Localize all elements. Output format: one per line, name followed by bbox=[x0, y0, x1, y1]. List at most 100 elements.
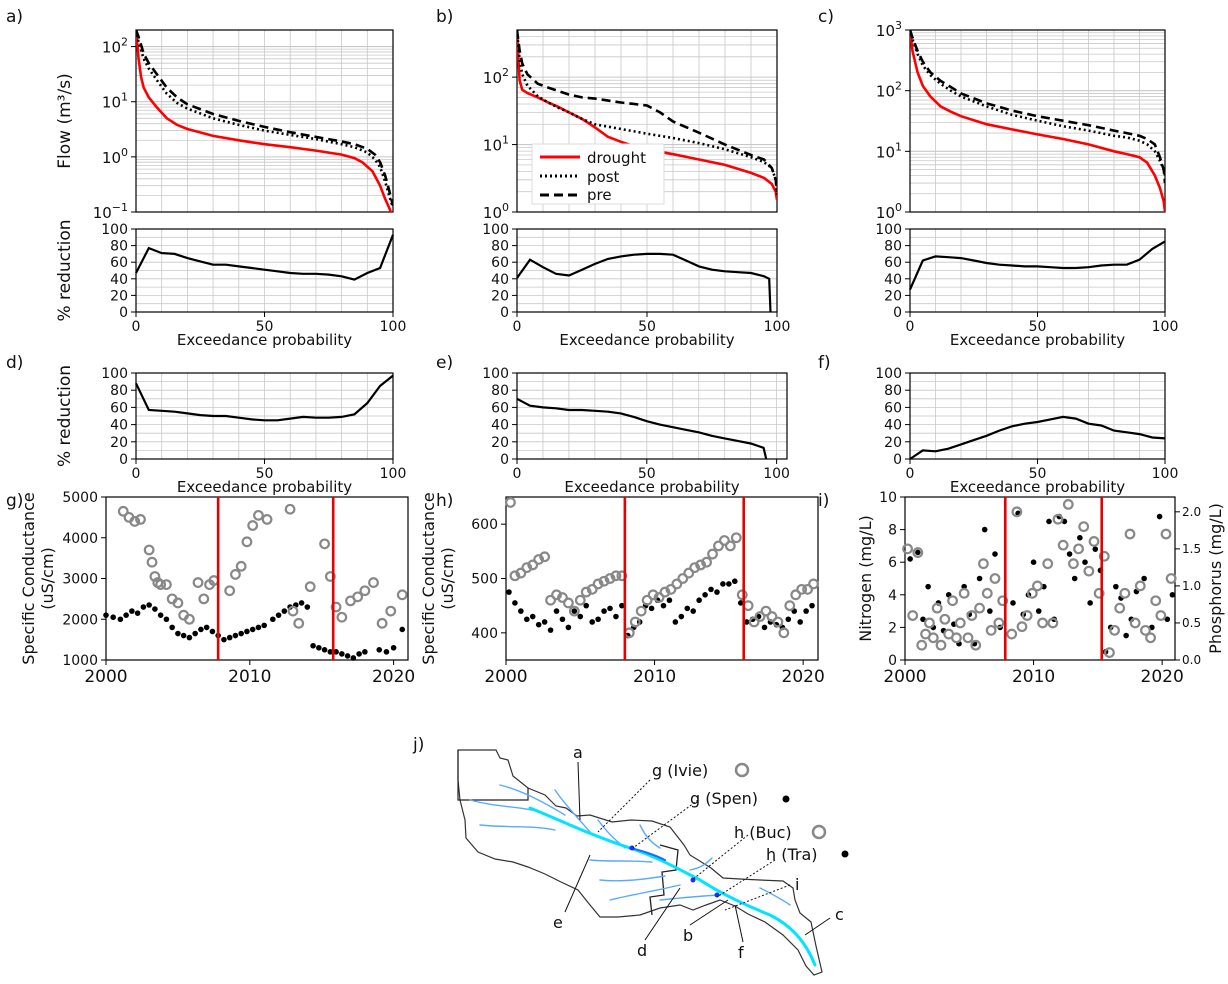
series-line bbox=[135, 234, 395, 281]
x-tick-label: 2000 bbox=[484, 667, 527, 687]
data-point bbox=[989, 573, 1001, 584]
data-point bbox=[1098, 550, 1110, 562]
data-point bbox=[319, 538, 330, 550]
y-tick-label: 80 bbox=[491, 239, 509, 255]
data-point bbox=[512, 600, 518, 606]
data-point bbox=[539, 551, 551, 563]
data-point bbox=[713, 540, 724, 552]
data-point bbox=[293, 617, 305, 629]
y-axis-label: Nitrogen (mg/L) bbox=[856, 515, 875, 641]
data-point bbox=[1046, 518, 1052, 525]
data-point bbox=[915, 549, 921, 556]
y-tick-label: 60 bbox=[110, 255, 128, 271]
data-point bbox=[772, 616, 784, 628]
panel-label-e: e) bbox=[436, 353, 453, 373]
data-point bbox=[931, 602, 943, 614]
data-point bbox=[1006, 628, 1018, 640]
y-tick-label: 100 bbox=[482, 366, 509, 382]
data-point bbox=[1052, 513, 1064, 525]
map-label-h-buc: h (Buc) bbox=[734, 823, 792, 842]
data-point bbox=[385, 605, 397, 617]
y-tick-label: 0 bbox=[888, 653, 897, 669]
data-point bbox=[720, 581, 726, 587]
data-point bbox=[287, 605, 299, 617]
series-line bbox=[516, 397, 768, 460]
series-line-pre bbox=[136, 30, 393, 207]
x-tick-label: 2020 bbox=[1141, 667, 1184, 687]
series-line bbox=[909, 415, 1166, 460]
data-point bbox=[939, 613, 951, 625]
map-label-a: a bbox=[573, 743, 583, 762]
x-tick-label: 50 bbox=[256, 319, 274, 335]
data-point bbox=[743, 619, 750, 625]
y-tick-label: 100 bbox=[483, 201, 509, 222]
data-point bbox=[613, 613, 619, 620]
y-tick-label: 20 bbox=[884, 288, 902, 304]
y-tick-label: 2 bbox=[888, 620, 897, 636]
data-point bbox=[702, 592, 708, 598]
panel-label-i: i) bbox=[818, 491, 829, 511]
panel-label-j: j) bbox=[412, 735, 424, 755]
y-tick-label: 100 bbox=[101, 366, 128, 382]
data-point bbox=[160, 579, 172, 591]
data-point bbox=[604, 573, 616, 584]
data-point bbox=[592, 578, 604, 590]
flow-duration-chart: 10−1 100 101 102 Flow (m³/s) bbox=[55, 29, 394, 222]
data-point bbox=[689, 562, 701, 574]
y-tick-label: 40 bbox=[491, 272, 509, 288]
x-tick-label: 2020 bbox=[372, 667, 415, 687]
y-tick-label: 100 bbox=[101, 222, 128, 238]
data-point bbox=[1140, 624, 1151, 636]
y-tick-label: 0 bbox=[500, 305, 509, 321]
data-point bbox=[966, 610, 978, 621]
x-tick-label: 100 bbox=[380, 319, 407, 335]
data-point bbox=[1156, 513, 1163, 520]
data-point bbox=[778, 627, 790, 639]
y-tick-label: 101 bbox=[876, 140, 902, 161]
data-point bbox=[203, 624, 210, 631]
data-point bbox=[563, 597, 574, 609]
y-tick-label: 8 bbox=[888, 523, 897, 539]
data-point bbox=[1026, 587, 1038, 599]
data-point bbox=[1093, 587, 1105, 599]
data-point bbox=[172, 597, 184, 609]
y-tick-label: 100 bbox=[875, 222, 902, 238]
data-point bbox=[924, 617, 935, 629]
data-point bbox=[1021, 610, 1033, 621]
y-tick-label: 20 bbox=[884, 435, 902, 451]
data-point bbox=[802, 583, 813, 595]
data-point bbox=[961, 583, 967, 590]
y-axis-unit: (uS/cm) bbox=[438, 547, 457, 610]
data-point bbox=[707, 548, 718, 560]
data-point bbox=[545, 594, 556, 606]
data-point bbox=[175, 630, 181, 637]
y-tick-label: 102 bbox=[876, 80, 902, 101]
series-line-post bbox=[910, 30, 1165, 176]
data-point bbox=[1047, 617, 1059, 629]
data-point bbox=[261, 514, 273, 525]
data-point bbox=[281, 608, 288, 614]
panel-label-g: g) bbox=[6, 491, 23, 511]
data-point bbox=[518, 608, 524, 614]
data-point bbox=[808, 578, 819, 590]
y-tick-label: 2000 bbox=[62, 612, 98, 628]
data-point bbox=[1123, 632, 1129, 639]
y-tick-label: 101 bbox=[102, 91, 128, 112]
data-point bbox=[701, 556, 712, 568]
data-point bbox=[247, 520, 259, 531]
data-point bbox=[163, 616, 170, 623]
y-tick-label: 40 bbox=[884, 418, 902, 434]
series-line-pre bbox=[517, 30, 777, 192]
y-tick-label: 3000 bbox=[62, 572, 98, 588]
data-point bbox=[368, 577, 379, 588]
data-point bbox=[356, 651, 362, 657]
y-axis-label: Specific Conductance bbox=[419, 492, 438, 664]
data-point bbox=[1042, 558, 1054, 570]
x-tick-label: 100 bbox=[1152, 319, 1179, 335]
data-point bbox=[761, 624, 768, 631]
data-point bbox=[574, 594, 586, 606]
data-point bbox=[146, 602, 152, 608]
